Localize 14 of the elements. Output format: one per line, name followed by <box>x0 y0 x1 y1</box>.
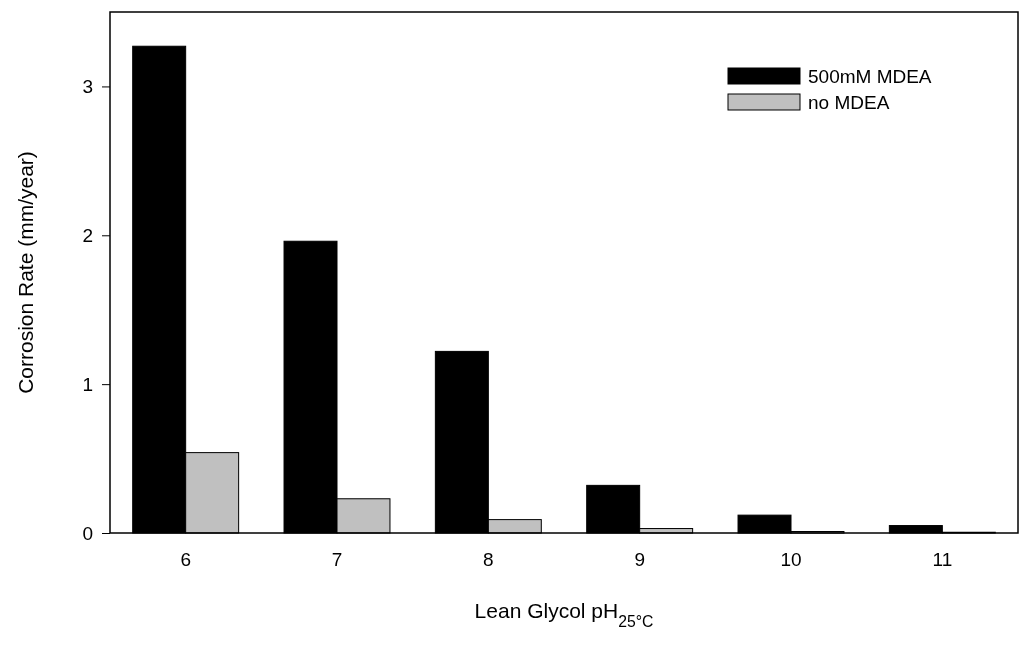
y-tick-label: 3 <box>82 76 93 98</box>
x-tick-label: 9 <box>634 549 645 571</box>
y-tick-label: 0 <box>82 522 93 544</box>
legend-label: no MDEA <box>808 92 890 113</box>
x-axis-title: Lean Glycol pH$_{25°C}$ <box>474 599 654 630</box>
x-tick-label: 10 <box>780 549 802 571</box>
x-tick-label: 7 <box>331 549 343 571</box>
x-tick-label: 6 <box>180 549 191 571</box>
legend-label: 500mM MDEA <box>808 66 932 87</box>
y-axis-title: Corrosion Rate (mm/year) <box>14 151 37 394</box>
x-tick-label: 8 <box>483 549 494 571</box>
y-tick-label: 2 <box>82 224 93 246</box>
y-tick-label: 1 <box>82 373 93 395</box>
x-tick-label: 11 <box>932 549 953 571</box>
